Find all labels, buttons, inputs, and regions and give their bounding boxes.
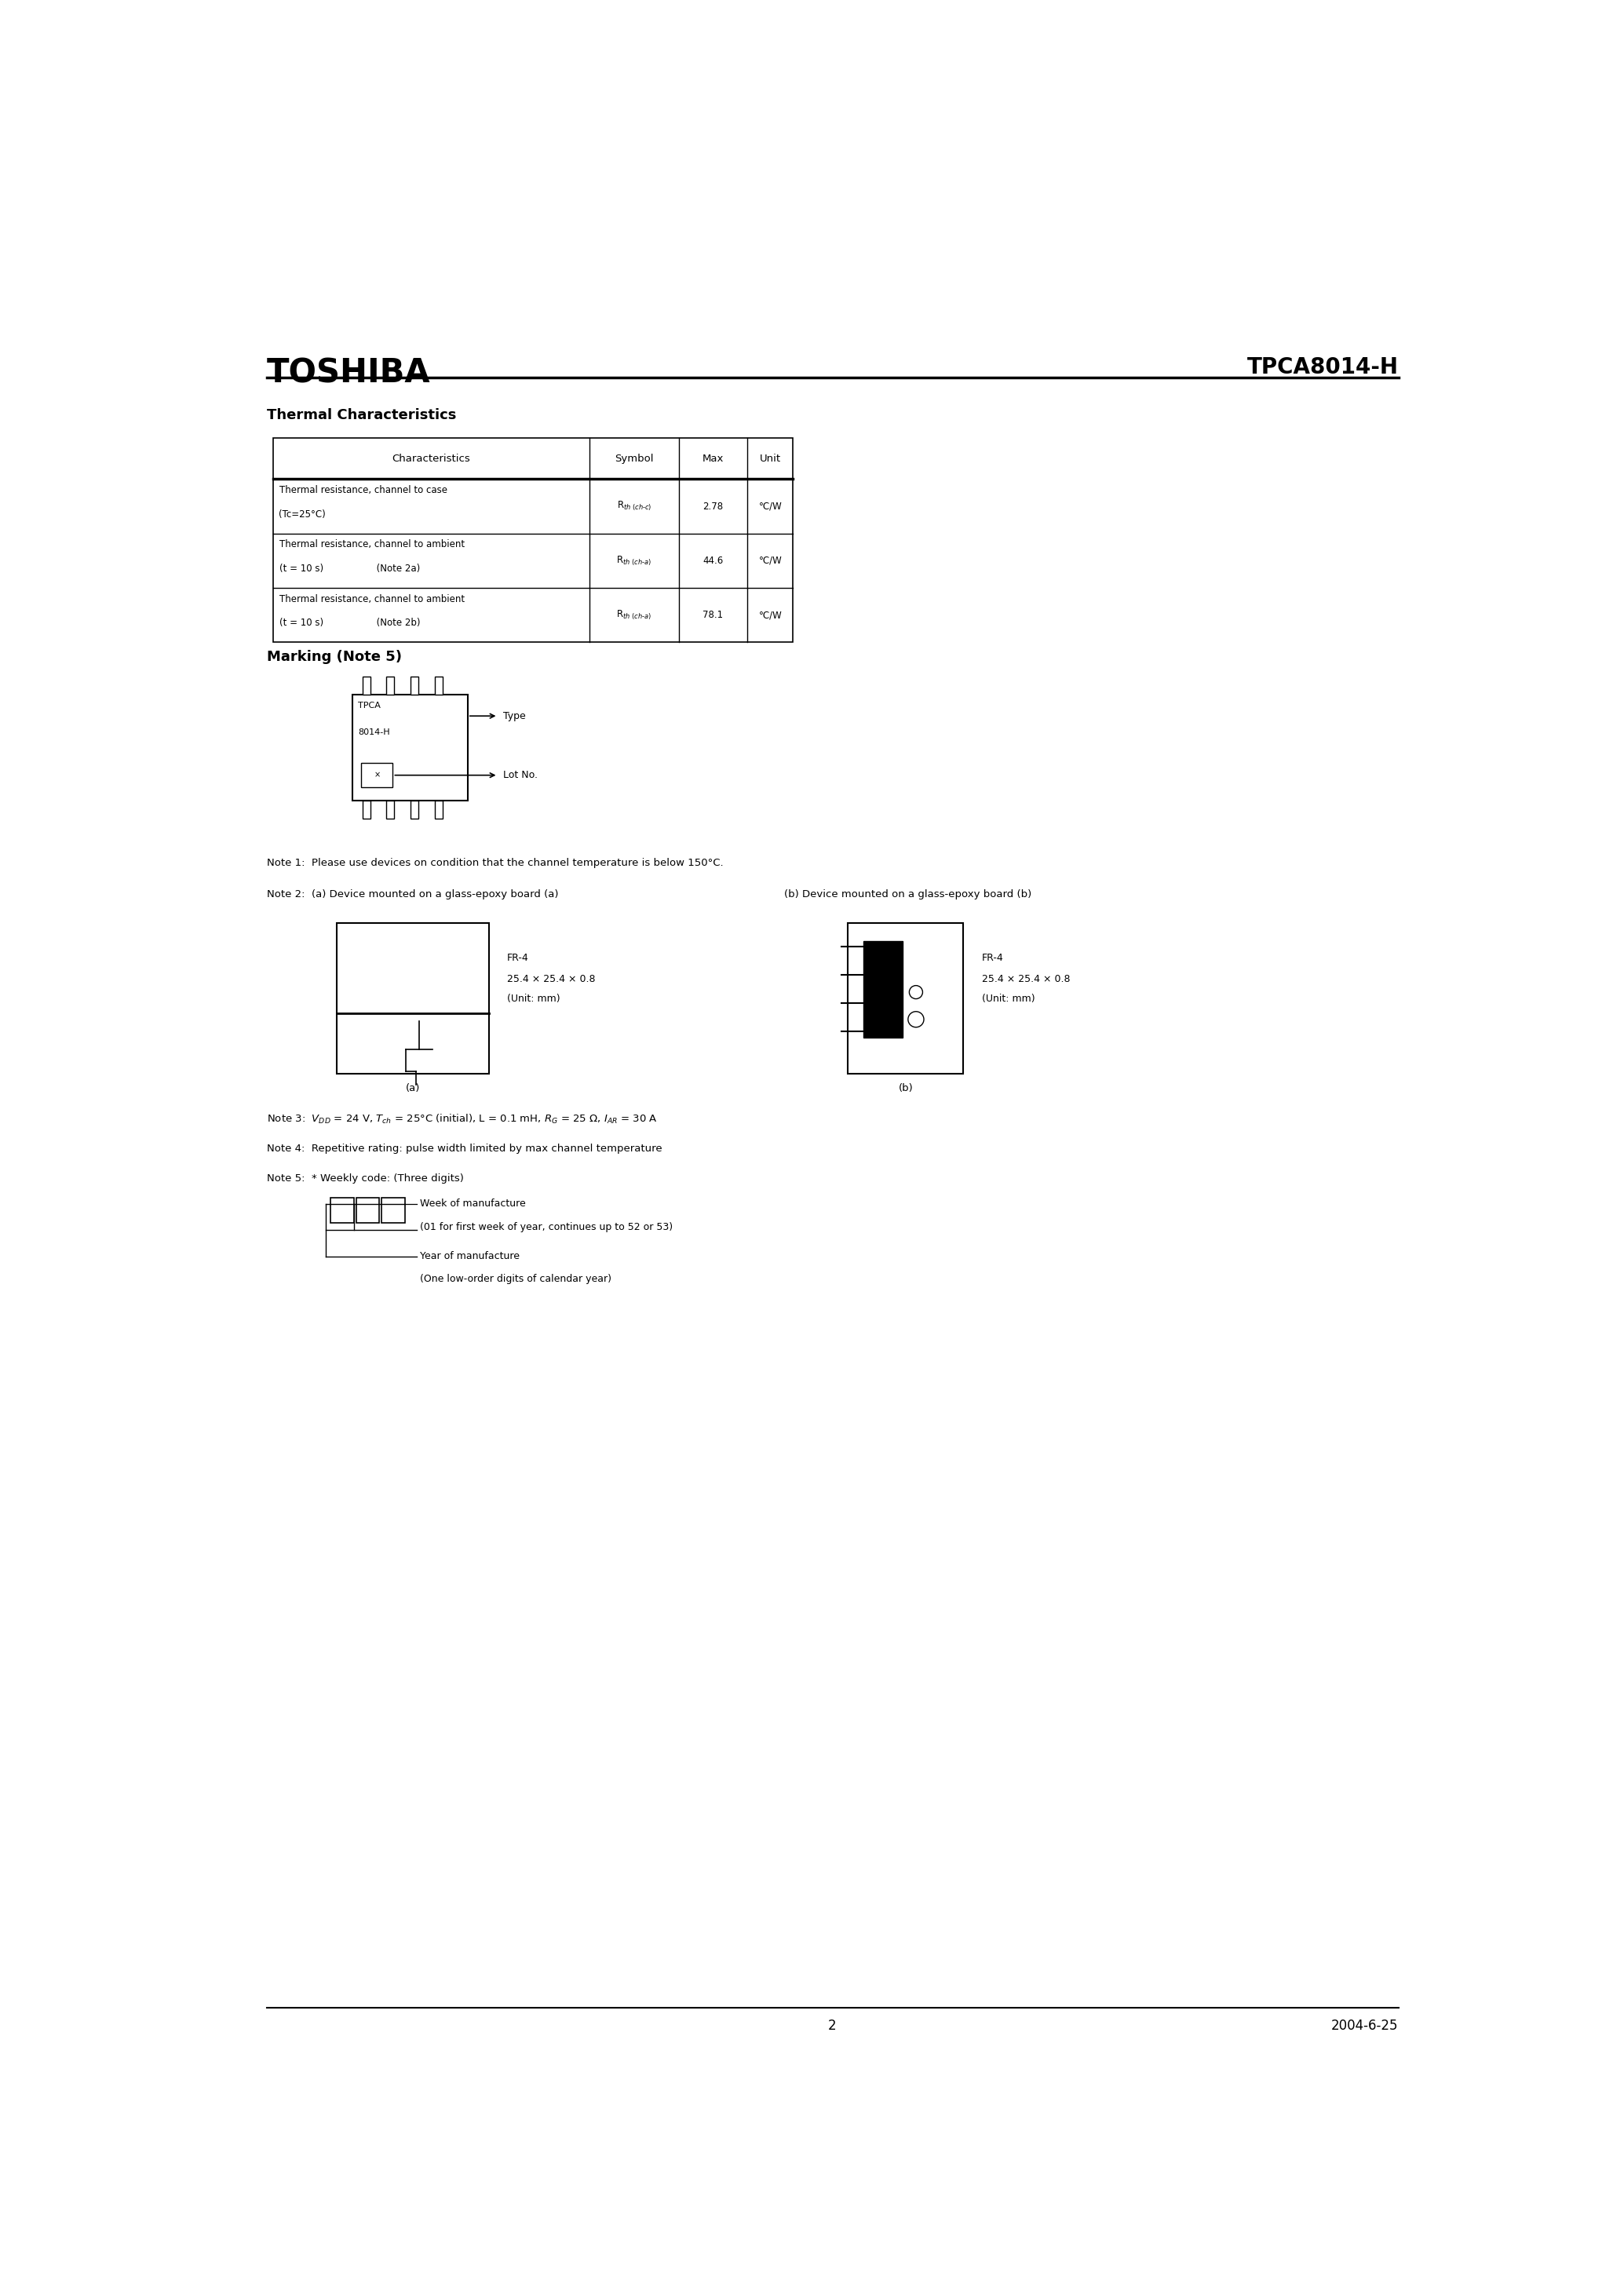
Text: Lot No.: Lot No. <box>503 771 538 780</box>
Text: (a): (a) <box>406 1083 421 1092</box>
Bar <box>387 677 395 695</box>
Text: 2004-6-25: 2004-6-25 <box>1332 2017 1398 2033</box>
Text: R$_{th\ (ch\text{-}c)}$: R$_{th\ (ch\text{-}c)}$ <box>617 500 651 512</box>
Text: (One low-order digits of calendar year): (One low-order digits of calendar year) <box>421 1274 612 1285</box>
Bar <box>361 764 393 787</box>
Bar <box>435 677 442 695</box>
Text: Thermal resistance, channel to ambient: Thermal resistance, channel to ambient <box>279 594 464 604</box>
Text: TPCA: TPCA <box>359 702 380 709</box>
Text: °C/W: °C/W <box>758 610 781 620</box>
Text: 78.1: 78.1 <box>703 610 723 620</box>
Text: FR-4: FR-4 <box>507 952 529 964</box>
Text: (Tc=25°C): (Tc=25°C) <box>279 509 326 519</box>
Text: R$_{th\ (ch\text{-}a)}$: R$_{th\ (ch\text{-}a)}$ <box>617 608 651 622</box>
Text: Symbol: Symbol <box>614 454 653 464</box>
Text: Thermal Characteristics: Thermal Characteristics <box>266 409 456 422</box>
Text: 25.4 × 25.4 × 0.8: 25.4 × 25.4 × 0.8 <box>507 973 596 985</box>
Bar <box>862 941 903 1037</box>
Text: Note 4:  Repetitive rating: pulse width limited by max channel temperature: Note 4: Repetitive rating: pulse width l… <box>266 1143 663 1154</box>
Bar <box>356 1198 380 1223</box>
Bar <box>435 801 442 819</box>
Text: Thermal resistance, channel to ambient: Thermal resistance, channel to ambient <box>279 539 464 551</box>
Bar <box>411 677 419 695</box>
Text: TPCA8014-H: TPCA8014-H <box>1247 356 1398 379</box>
Text: Marking (Note 5): Marking (Note 5) <box>266 649 401 663</box>
Text: Week of manufacture: Week of manufacture <box>421 1198 526 1209</box>
Text: Note 5:  * Weekly code: (Three digits): Note 5: * Weekly code: (Three digits) <box>266 1173 464 1184</box>
Text: Characteristics: Characteristics <box>391 454 471 464</box>
Text: (01 for first week of year, continues up to 52 or 53): (01 for first week of year, continues up… <box>421 1221 672 1232</box>
Circle shape <box>908 1012 924 1028</box>
Bar <box>362 801 370 819</box>
Text: ×: × <box>374 771 380 778</box>
Text: Type: Type <box>503 711 526 721</box>
Text: °C/W: °C/W <box>758 555 781 567</box>
Text: 2.78: 2.78 <box>703 500 723 512</box>
Bar <box>362 677 370 695</box>
Text: R$_{th\ (ch\text{-}a)}$: R$_{th\ (ch\text{-}a)}$ <box>617 553 651 567</box>
Text: Thermal resistance, channel to case: Thermal resistance, channel to case <box>279 484 447 496</box>
Text: °C/W: °C/W <box>758 500 781 512</box>
Text: 2: 2 <box>828 2017 836 2033</box>
Bar <box>352 695 468 801</box>
Text: 25.4 × 25.4 × 0.8: 25.4 × 25.4 × 0.8 <box>981 973 1070 985</box>
Text: FR-4: FR-4 <box>981 952 1004 964</box>
Text: Unit: Unit <box>760 454 781 464</box>
Circle shape <box>909 985 922 998</box>
Text: Note 3:  $V_{DD}$ = 24 V, $T_{ch}$ = 25°C (initial), L = 0.1 mH, $R_G$ = 25 $\Om: Note 3: $V_{DD}$ = 24 V, $T_{ch}$ = 25°C… <box>266 1113 658 1125</box>
Bar <box>382 1198 404 1223</box>
Text: (Unit: mm): (Unit: mm) <box>507 994 560 1005</box>
Text: 44.6: 44.6 <box>703 555 723 567</box>
Text: Year of manufacture: Year of manufacture <box>421 1251 520 1262</box>
Text: (t = 10 s)                  (Note 2a): (t = 10 s) (Note 2a) <box>279 565 419 574</box>
Bar <box>387 801 395 819</box>
Text: (Unit: mm): (Unit: mm) <box>981 994 1034 1005</box>
Text: TOSHIBA: TOSHIBA <box>266 356 430 390</box>
Bar <box>411 801 419 819</box>
Text: (b): (b) <box>898 1083 913 1092</box>
Bar <box>331 1198 354 1223</box>
Text: Note 1:  Please use devices on condition that the channel temperature is below 1: Note 1: Please use devices on condition … <box>266 858 723 868</box>
Text: (t = 10 s)                  (Note 2b): (t = 10 s) (Note 2b) <box>279 617 421 629</box>
Text: Max: Max <box>702 454 724 464</box>
Text: (b) Device mounted on a glass-epoxy board (b): (b) Device mounted on a glass-epoxy boar… <box>784 890 1031 900</box>
Text: 8014-H: 8014-H <box>359 728 390 737</box>
Bar <box>273 438 793 643</box>
Bar <box>848 923 963 1074</box>
Text: Note 2:  (a) Device mounted on a glass-epoxy board (a): Note 2: (a) Device mounted on a glass-ep… <box>266 890 559 900</box>
Bar <box>336 923 489 1074</box>
